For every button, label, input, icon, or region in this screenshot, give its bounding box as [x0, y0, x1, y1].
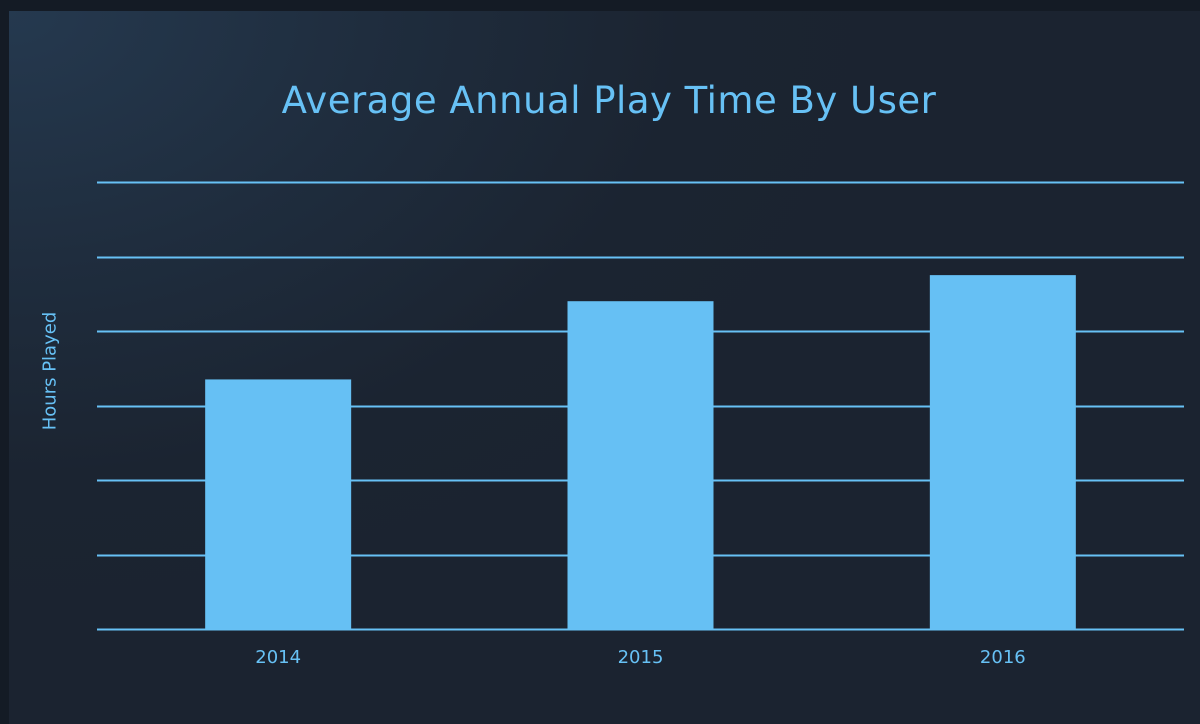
bar-2016	[929, 275, 1076, 629]
bar-chart: 2014 2015 2016	[97, 181, 1184, 668]
x-tick-label-2015: 2015	[618, 647, 664, 668]
x-tick-label-2014: 2014	[255, 647, 301, 668]
bar-2015	[567, 301, 714, 629]
x-tick-label-2016: 2016	[980, 647, 1026, 668]
chart-title: Average Annual Play Time By User	[281, 79, 937, 122]
bar-2014	[205, 379, 352, 629]
